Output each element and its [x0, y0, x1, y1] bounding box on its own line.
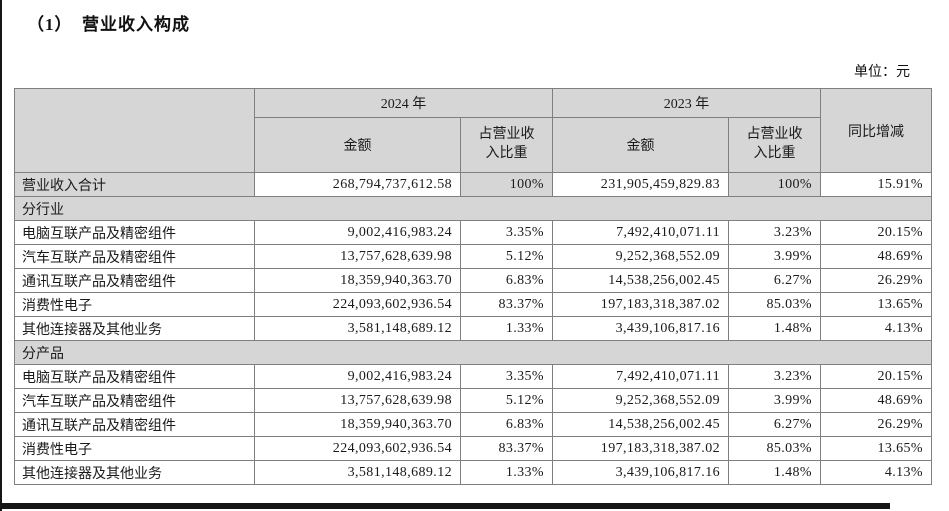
row-label: 电脑互联产品及精密组件	[14, 220, 255, 245]
amount-2023: 3,439,106,817.16	[552, 316, 729, 341]
section-row-by-industry: 分行业	[14, 196, 932, 221]
row-label: 营业收入合计	[14, 172, 255, 197]
amount-2023: 197,183,318,387.02	[552, 436, 729, 461]
header-share-2024: 占营业收入比重	[460, 117, 553, 173]
yoy-change: 4.13%	[820, 316, 932, 341]
share-2023: 1.48%	[728, 460, 821, 485]
table-row: 电脑互联产品及精密组件 9,002,416,983.24 3.35% 7,492…	[14, 364, 932, 389]
row-label: 通讯互联产品及精密组件	[14, 268, 255, 293]
amount-2024: 268,794,737,612.58	[254, 172, 461, 197]
yoy-change: 15.91%	[820, 172, 932, 197]
header-share-2023: 占营业收入比重	[728, 117, 821, 173]
revenue-composition-table: 2024 年 2023 年 同比增减 金额 占营业收入比重 金额 占营业收入比重…	[14, 88, 932, 485]
share-2023: 6.27%	[728, 412, 821, 437]
share-2023: 3.99%	[728, 244, 821, 269]
row-label: 通讯互联产品及精密组件	[14, 412, 255, 437]
row-label: 汽车互联产品及精密组件	[14, 244, 255, 269]
amount-2023: 231,905,459,829.83	[552, 172, 729, 197]
share-2024: 3.35%	[460, 364, 553, 389]
share-2024: 6.83%	[460, 412, 553, 437]
yoy-change: 48.69%	[820, 244, 932, 269]
header-amount-2023: 金额	[552, 117, 729, 173]
amount-2024: 9,002,416,983.24	[254, 364, 461, 389]
section-label: 分行业	[14, 196, 932, 221]
page-left-edge-line	[0, 0, 2, 511]
table-row: 通讯互联产品及精密组件 18,359,940,363.70 6.83% 14,5…	[14, 268, 932, 293]
share-2024: 1.33%	[460, 316, 553, 341]
share-2024: 5.12%	[460, 388, 553, 413]
amount-2023: 14,538,256,002.45	[552, 412, 729, 437]
header-yoy: 同比增减	[820, 88, 932, 173]
table-row: 其他连接器及其他业务 3,581,148,689.12 1.33% 3,439,…	[14, 460, 932, 485]
amount-2023: 7,492,410,071.11	[552, 364, 729, 389]
yoy-change: 20.15%	[820, 364, 932, 389]
amount-2024: 18,359,940,363.70	[254, 268, 461, 293]
row-label: 电脑互联产品及精密组件	[14, 364, 255, 389]
row-label: 汽车互联产品及精密组件	[14, 388, 255, 413]
share-2024: 100%	[460, 172, 553, 197]
yoy-change: 48.69%	[820, 388, 932, 413]
header-year-2024: 2024 年	[254, 88, 553, 118]
amount-2024: 13,757,628,639.98	[254, 388, 461, 413]
amount-2024: 9,002,416,983.24	[254, 220, 461, 245]
share-2023: 85.03%	[728, 292, 821, 317]
table-row: 消费性电子 224,093,602,936.54 83.37% 197,183,…	[14, 292, 932, 317]
header-row-metrics: 金额 占营业收入比重 金额 占营业收入比重	[15, 117, 932, 173]
share-2024: 6.83%	[460, 268, 553, 293]
header-year-2023: 2023 年	[552, 88, 821, 118]
row-label: 其他连接器及其他业务	[14, 460, 255, 485]
table-row: 其他连接器及其他业务 3,581,148,689.12 1.33% 3,439,…	[14, 316, 932, 341]
amount-2024: 13,757,628,639.98	[254, 244, 461, 269]
share-2024: 5.12%	[460, 244, 553, 269]
section-label: 分产品	[14, 340, 932, 365]
row-label: 消费性电子	[14, 292, 255, 317]
share-2023: 3.23%	[728, 220, 821, 245]
row-label: 消费性电子	[14, 436, 255, 461]
unit-note: 单位：元	[854, 65, 910, 80]
amount-2023: 197,183,318,387.02	[552, 292, 729, 317]
header-amount-2024: 金额	[254, 117, 461, 173]
section-title: （1） 营业收入构成	[27, 15, 190, 34]
amount-2024: 3,581,148,689.12	[254, 316, 461, 341]
yoy-change: 4.13%	[820, 460, 932, 485]
share-2023: 1.48%	[728, 316, 821, 341]
table-row: 电脑互联产品及精密组件 9,002,416,983.24 3.35% 7,492…	[14, 220, 932, 245]
yoy-change: 26.29%	[820, 268, 932, 293]
row-label: 其他连接器及其他业务	[14, 316, 255, 341]
header-blank-cell	[14, 88, 255, 173]
yoy-change: 13.65%	[820, 292, 932, 317]
amount-2024: 18,359,940,363.70	[254, 412, 461, 437]
share-2024: 83.37%	[460, 436, 553, 461]
amount-2023: 9,252,368,552.09	[552, 244, 729, 269]
amount-2023: 3,439,106,817.16	[552, 460, 729, 485]
share-2023: 3.99%	[728, 388, 821, 413]
table-row: 通讯互联产品及精密组件 18,359,940,363.70 6.83% 14,5…	[14, 412, 932, 437]
yoy-change: 26.29%	[820, 412, 932, 437]
amount-2023: 7,492,410,071.11	[552, 220, 729, 245]
share-2023: 6.27%	[728, 268, 821, 293]
share-2024: 1.33%	[460, 460, 553, 485]
amount-2023: 9,252,368,552.09	[552, 388, 729, 413]
amount-2023: 14,538,256,002.45	[552, 268, 729, 293]
amount-2024: 3,581,148,689.12	[254, 460, 461, 485]
share-2023: 100%	[728, 172, 821, 197]
table-row: 汽车互联产品及精密组件 13,757,628,639.98 5.12% 9,25…	[14, 388, 932, 413]
section-row-by-product: 分产品	[14, 340, 932, 365]
yoy-change: 13.65%	[820, 436, 932, 461]
amount-2024: 224,093,602,936.54	[254, 436, 461, 461]
share-2024: 3.35%	[460, 220, 553, 245]
header-row-years: 2024 年 2023 年 同比增减	[14, 88, 932, 173]
yoy-change: 20.15%	[820, 220, 932, 245]
amount-2024: 224,093,602,936.54	[254, 292, 461, 317]
page-bottom-bar	[0, 503, 890, 509]
share-2023: 3.23%	[728, 364, 821, 389]
share-2024: 83.37%	[460, 292, 553, 317]
table-row-total: 营业收入合计 268,794,737,612.58 100% 231,905,4…	[14, 172, 932, 197]
share-2023: 85.03%	[728, 436, 821, 461]
table-row: 汽车互联产品及精密组件 13,757,628,639.98 5.12% 9,25…	[14, 244, 932, 269]
table-row: 消费性电子 224,093,602,936.54 83.37% 197,183,…	[14, 436, 932, 461]
